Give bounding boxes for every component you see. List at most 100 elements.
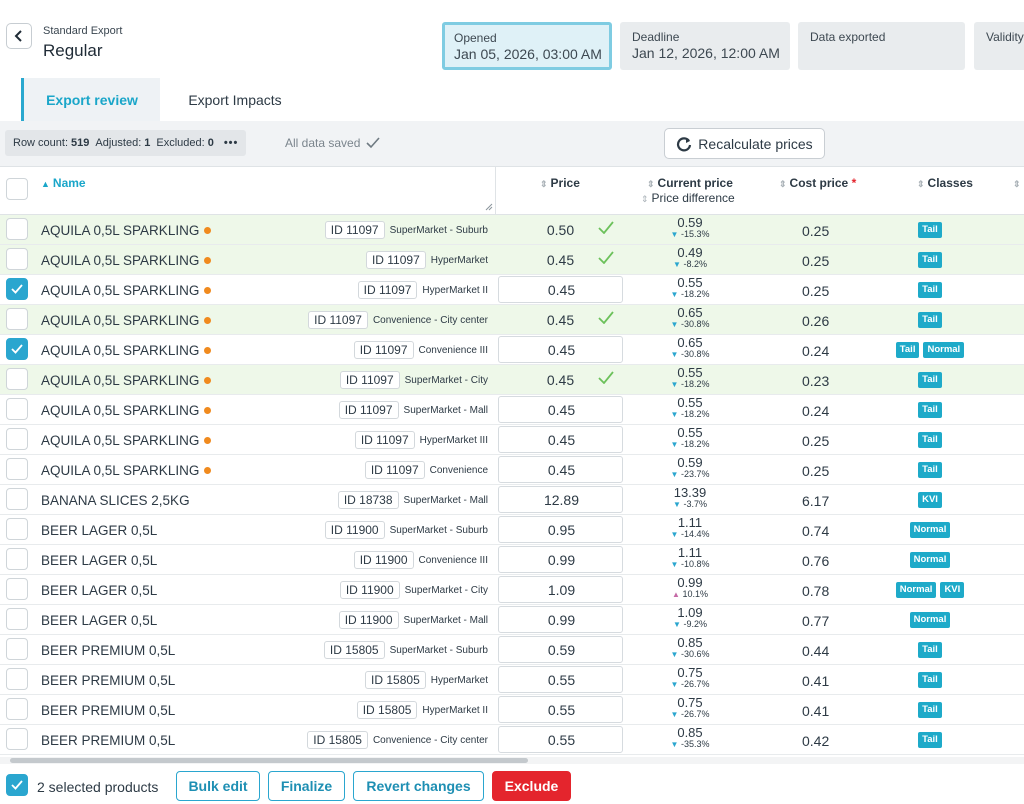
price-difference: ▼ -15.3% (665, 229, 715, 240)
table-row[interactable]: BEER PREMIUM 0,5L ID 15805 HyperMarket II 0… (0, 695, 1024, 725)
table-row[interactable]: AQUILA 0,5L SPARKLING ID 11097 HyperMarket… (0, 245, 1024, 275)
class-badges: Tail (860, 462, 1000, 478)
row-checkbox[interactable] (6, 278, 28, 300)
table-row[interactable]: AQUILA 0,5L SPARKLING ID 11097 HyperMarket… (0, 275, 1024, 305)
table-row[interactable]: BEER PREMIUM 0,5L ID 15805 Convenience - C… (0, 725, 1024, 755)
price-input[interactable]: 0.95 (498, 516, 623, 543)
row-checkbox[interactable] (6, 368, 28, 390)
current-price-value: 1.11 (677, 515, 703, 530)
row-checkbox[interactable] (6, 578, 28, 600)
column-price-header[interactable]: ⇕ Price (540, 176, 580, 190)
row-checkbox[interactable] (6, 338, 28, 360)
price-input[interactable]: 0.45 (498, 336, 623, 363)
price-input[interactable]: 0.45 (498, 276, 623, 303)
column-price-difference-header[interactable]: ⇕ Price difference (641, 191, 735, 205)
stage-deadline[interactable]: Deadline Jan 12, 2026, 12:00 AM (620, 22, 790, 70)
price-difference: ▼ -30.6% (665, 649, 715, 660)
price-input[interactable]: 12.89 (498, 486, 623, 513)
price-input[interactable]: 1.09 (498, 576, 623, 603)
stage-validity[interactable]: Validity (974, 22, 1024, 70)
price-input[interactable]: 0.55 (498, 726, 623, 753)
class-badges: Tail (860, 282, 1000, 298)
accepted-check-icon (598, 371, 614, 385)
table-row[interactable]: AQUILA 0,5L SPARKLING ID 11097 Convenience… (0, 335, 1024, 365)
table-row[interactable]: BEER LAGER 0,5L ID 11900 SuperMarket - Sub… (0, 515, 1024, 545)
column-cost-price-header[interactable]: ⇕ Cost price * (779, 176, 856, 190)
price-input[interactable]: 0.99 (498, 546, 623, 573)
table-row[interactable]: BEER PREMIUM 0,5L ID 15805 SuperMarket - S… (0, 635, 1024, 665)
price-input[interactable]: 0.99 (498, 606, 623, 633)
stage-data-exported[interactable]: Data exported (798, 22, 965, 70)
adjusted-value: 1 (144, 137, 151, 149)
class-badges: Normal KVI (860, 582, 1000, 598)
column-name-header[interactable]: ▲ Name (41, 176, 86, 190)
cost-price-value: 0.25 (802, 433, 830, 449)
bulk-edit-button[interactable]: Bulk edit (176, 771, 260, 801)
stage-opened[interactable]: Opened Jan 05, 2026, 03:00 AM (442, 22, 612, 70)
arrow-down-icon: ▼ (670, 230, 679, 239)
row-checkbox[interactable] (6, 218, 28, 240)
price-input[interactable]: 0.45 (498, 366, 623, 393)
tab-export-impacts[interactable]: Export Impacts (188, 91, 282, 108)
price-input[interactable]: 0.50 (498, 216, 623, 243)
row-checkbox[interactable] (6, 458, 28, 480)
row-checkbox[interactable] (6, 668, 28, 690)
product-name-text: AQUILA 0,5L SPARKLING (41, 223, 200, 238)
recalculate-prices-button[interactable]: Recalculate prices (664, 128, 825, 159)
select-all-checkbox[interactable] (6, 178, 28, 200)
column-current-price-header[interactable]: ⇕ Current price (647, 176, 733, 190)
table-row[interactable]: AQUILA 0,5L SPARKLING ID 11097 Convenience… (0, 305, 1024, 335)
horizontal-scrollbar[interactable] (0, 757, 1024, 764)
price-input[interactable]: 0.55 (498, 696, 623, 723)
row-checkbox[interactable] (6, 548, 28, 570)
column-next-header[interactable]: ⇕ (1013, 176, 1024, 190)
row-checkbox[interactable] (6, 518, 28, 540)
resize-handle-icon[interactable] (485, 203, 493, 211)
table-row[interactable]: AQUILA 0,5L SPARKLING ID 11097 Convenience… (0, 455, 1024, 485)
price-input[interactable]: 0.45 (498, 396, 623, 423)
table-row[interactable]: AQUILA 0,5L SPARKLING ID 11097 HyperMarket… (0, 425, 1024, 455)
tab-export-review[interactable]: Export review (21, 78, 160, 121)
price-input[interactable]: 0.45 (498, 456, 623, 483)
table-row[interactable]: BEER PREMIUM 0,5L ID 15805 HyperMarket 0.55… (0, 665, 1024, 695)
table-row[interactable]: BEER LAGER 0,5L ID 11900 Convenience III 0.… (0, 545, 1024, 575)
price-input[interactable]: 0.59 (498, 636, 623, 663)
row-checkbox[interactable] (6, 248, 28, 270)
tab-bar: Export review Export Impacts (0, 78, 1024, 121)
price-input[interactable]: 0.45 (498, 426, 623, 453)
table-row[interactable]: BEER LAGER 0,5L ID 11900 SuperMarket - Mal… (0, 605, 1024, 635)
recalculate-label: Recalculate prices (698, 135, 813, 152)
cost-price-value: 0.41 (802, 673, 830, 689)
column-classes-header[interactable]: ⇕ Classes (917, 176, 973, 190)
stage-label: Validity (986, 30, 1024, 44)
table-row[interactable]: AQUILA 0,5L SPARKLING ID 11097 SuperMarket… (0, 215, 1024, 245)
table-row[interactable]: AQUILA 0,5L SPARKLING ID 11097 SuperMarket… (0, 395, 1024, 425)
row-checkbox[interactable] (6, 398, 28, 420)
finalize-button[interactable]: Finalize (268, 771, 345, 801)
table-row[interactable]: AQUILA 0,5L SPARKLING ID 11097 SuperMarket… (0, 365, 1024, 395)
row-checkbox[interactable] (6, 488, 28, 510)
row-checkbox[interactable] (6, 308, 28, 330)
back-button[interactable] (6, 23, 32, 49)
arrow-down-icon: ▼ (670, 740, 679, 749)
more-options-icon[interactable]: ••• (223, 137, 239, 149)
table-row[interactable]: BEER LAGER 0,5L ID 11900 SuperMarket - Cit… (0, 575, 1024, 605)
price-input[interactable]: 0.55 (498, 666, 623, 693)
price-value: 0.59 (547, 641, 576, 658)
price-difference: ▼ -18.2% (665, 439, 715, 450)
revert-changes-button[interactable]: Revert changes (353, 771, 484, 801)
selection-checkbox[interactable] (6, 774, 28, 796)
row-checkbox[interactable] (6, 428, 28, 450)
row-checkbox[interactable] (6, 638, 28, 660)
current-price-value: 0.75 (677, 695, 703, 710)
price-input[interactable]: 0.45 (498, 246, 623, 273)
exclude-button[interactable]: Exclude (492, 771, 571, 801)
table-row[interactable]: BANANA SLICES 2,5KG ID 18738 SuperMarket -… (0, 485, 1024, 515)
cost-price-value: 0.78 (802, 583, 830, 599)
row-checkbox[interactable] (6, 728, 28, 750)
price-input[interactable]: 0.45 (498, 306, 623, 333)
row-checkbox[interactable] (6, 608, 28, 630)
scrollbar-thumb[interactable] (10, 758, 528, 763)
cost-price-value: 0.44 (802, 643, 830, 659)
row-checkbox[interactable] (6, 698, 28, 720)
